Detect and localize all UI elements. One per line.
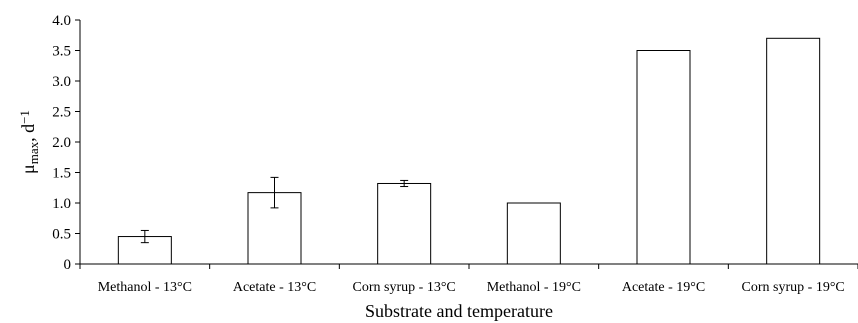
x-category-label: Corn syrup - 13°C xyxy=(353,280,456,295)
x-category-label: Acetate - 19°C xyxy=(622,280,705,295)
y-tick-label: 2.5 xyxy=(52,105,71,121)
y-axis-ticks: 0 0.5 1.0 1.5 2.0 2.5 3.0 3.5 4.0 xyxy=(52,13,858,273)
y-tick-label: 4.0 xyxy=(52,13,71,29)
x-axis-category-labels: Methanol - 13°C Acetate - 13°C Corn syrup … xyxy=(98,280,845,295)
x-category-label: Corn syrup - 19°C xyxy=(742,280,845,295)
x-category-label: Methanol - 19°C xyxy=(487,280,581,295)
y-tick-label: 1.5 xyxy=(52,166,71,182)
y-axis-title-subscript: max xyxy=(26,141,41,164)
x-category-label: Acetate - 13°C xyxy=(233,280,316,295)
bar xyxy=(506,202,561,265)
y-tick-label: 3.5 xyxy=(52,44,71,60)
y-tick-label: 1.0 xyxy=(52,196,71,212)
y-axis-title-unit: , d xyxy=(18,124,38,142)
y-tick-label: 3.0 xyxy=(52,74,71,90)
bar xyxy=(377,182,432,265)
y-axis-title-base: μ xyxy=(18,164,38,174)
bars xyxy=(117,37,821,265)
bar xyxy=(636,50,691,265)
y-tick-label: 0.5 xyxy=(52,227,71,243)
x-category-label: Methanol - 13°C xyxy=(98,280,192,295)
y-axis-title: μmax, d−1 xyxy=(17,110,41,174)
error-bars xyxy=(140,176,409,244)
y-tick-label: 2.0 xyxy=(52,135,71,151)
y-axis-title-superscript: −1 xyxy=(17,110,32,124)
x-axis-title: Substrate and temperature xyxy=(365,301,553,321)
y-tick-label: 0 xyxy=(64,257,72,273)
bar xyxy=(766,37,821,265)
